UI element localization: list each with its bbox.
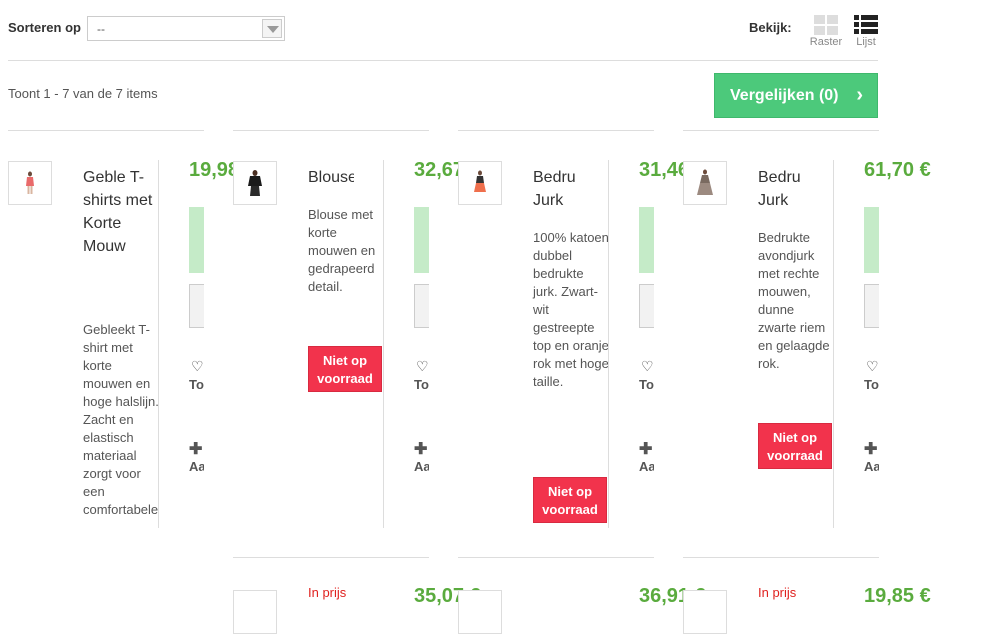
compare-label: Vergelijken (0) [730,87,839,104]
out-of-stock-badge: Niet op voorraad [308,346,382,392]
chevron-down-icon[interactable] [262,19,282,38]
product-name[interactable]: Geble T-shirts met Korte Mouw [83,169,153,255]
product-description: 100% katoen dubbel bedrukte jurk. Zwart-… [533,230,609,389]
product-thumbnail[interactable] [458,161,502,205]
toolbar-divider [8,60,878,61]
product-price: 19,85 € [864,585,931,607]
list-view-button[interactable]: Lijst [846,12,886,52]
heart-icon[interactable]: ♡ [191,358,204,374]
wishlist-link[interactable]: To aa Ve [414,377,429,392]
compare-button[interactable]: Vergelijken (0) › [714,73,878,118]
quantity-input[interactable] [414,284,429,328]
product-thumbnail[interactable] [233,161,277,205]
quantity-input[interactable] [189,284,204,328]
column-divider [683,130,879,131]
product-name[interactable]: Bedru Jurk [758,169,801,209]
product-description: Gebleekt T-shirt met korte mouwen en hog… [83,322,159,517]
wishlist-link[interactable]: To aa Ve [639,377,654,392]
column-separator [608,160,609,528]
product-price: 61,70 € [864,159,931,181]
product-name[interactable]: Bedru Jurk [533,169,576,209]
view-label: Bekijk: [749,20,792,35]
column-separator [383,160,384,528]
wishlist-link[interactable]: To aa Ve [189,377,204,392]
add-to-cart-button[interactable] [414,207,429,273]
heart-icon[interactable]: ♡ [641,358,654,374]
price-drop-label: In prijs [308,585,347,600]
product-thumbnail[interactable] [458,590,502,634]
column-divider [233,130,429,131]
quantity-input[interactable] [864,284,879,328]
add-to-cart-button[interactable] [864,207,879,273]
plus-icon[interactable]: ✚ [414,441,428,458]
product-thumbnail[interactable] [683,161,727,205]
product-thumbnail[interactable] [233,590,277,634]
sort-select-value: -- [97,22,105,36]
sort-select[interactable]: -- [87,16,285,41]
product-thumbnail[interactable] [683,590,727,634]
sort-label: Sorteren op [8,20,81,35]
grid-view-label: Raster [809,36,843,48]
chevron-right-icon: › [856,84,863,106]
wishlist-link[interactable]: To aa Ve [864,377,879,392]
column-divider [8,130,204,131]
compare-link[interactable]: Aa ve to [639,459,654,474]
add-to-cart-button[interactable] [189,207,204,273]
plus-icon[interactable]: ✚ [639,441,653,458]
list-view-label: Lijst [856,36,876,48]
out-of-stock-badge: Niet op voorraad [758,423,832,469]
compare-link[interactable]: Aa ve to [864,459,879,474]
quantity-input[interactable] [639,284,654,328]
column-divider [458,130,654,131]
compare-link[interactable]: Aa ve to [414,459,429,474]
column-divider [683,557,879,558]
product-name[interactable]: Blouse [308,169,354,186]
plus-icon[interactable]: ✚ [864,441,878,458]
heart-icon[interactable]: ♡ [416,358,429,374]
column-separator [158,160,159,528]
column-separator [833,160,834,528]
compare-link[interactable]: Aa ve to [189,459,204,474]
list-icon [854,15,878,35]
plus-icon[interactable]: ✚ [189,441,203,458]
column-divider [458,557,654,558]
product-description: Blouse met korte mouwen en gedrapeerd de… [308,207,376,294]
column-divider [233,557,429,558]
grid-view-button[interactable]: Raster [806,12,846,52]
heart-icon[interactable]: ♡ [866,358,879,374]
product-thumbnail[interactable] [8,161,52,205]
item-count: Toont 1 - 7 van de 7 items [8,86,158,101]
grid-icon [814,15,838,35]
out-of-stock-badge: Niet op voorraad [533,477,607,523]
add-to-cart-button[interactable] [639,207,654,273]
product-description: Bedrukte avondjurk met rechte mouwen, du… [758,230,830,371]
price-drop-label: In prijs [758,585,797,600]
